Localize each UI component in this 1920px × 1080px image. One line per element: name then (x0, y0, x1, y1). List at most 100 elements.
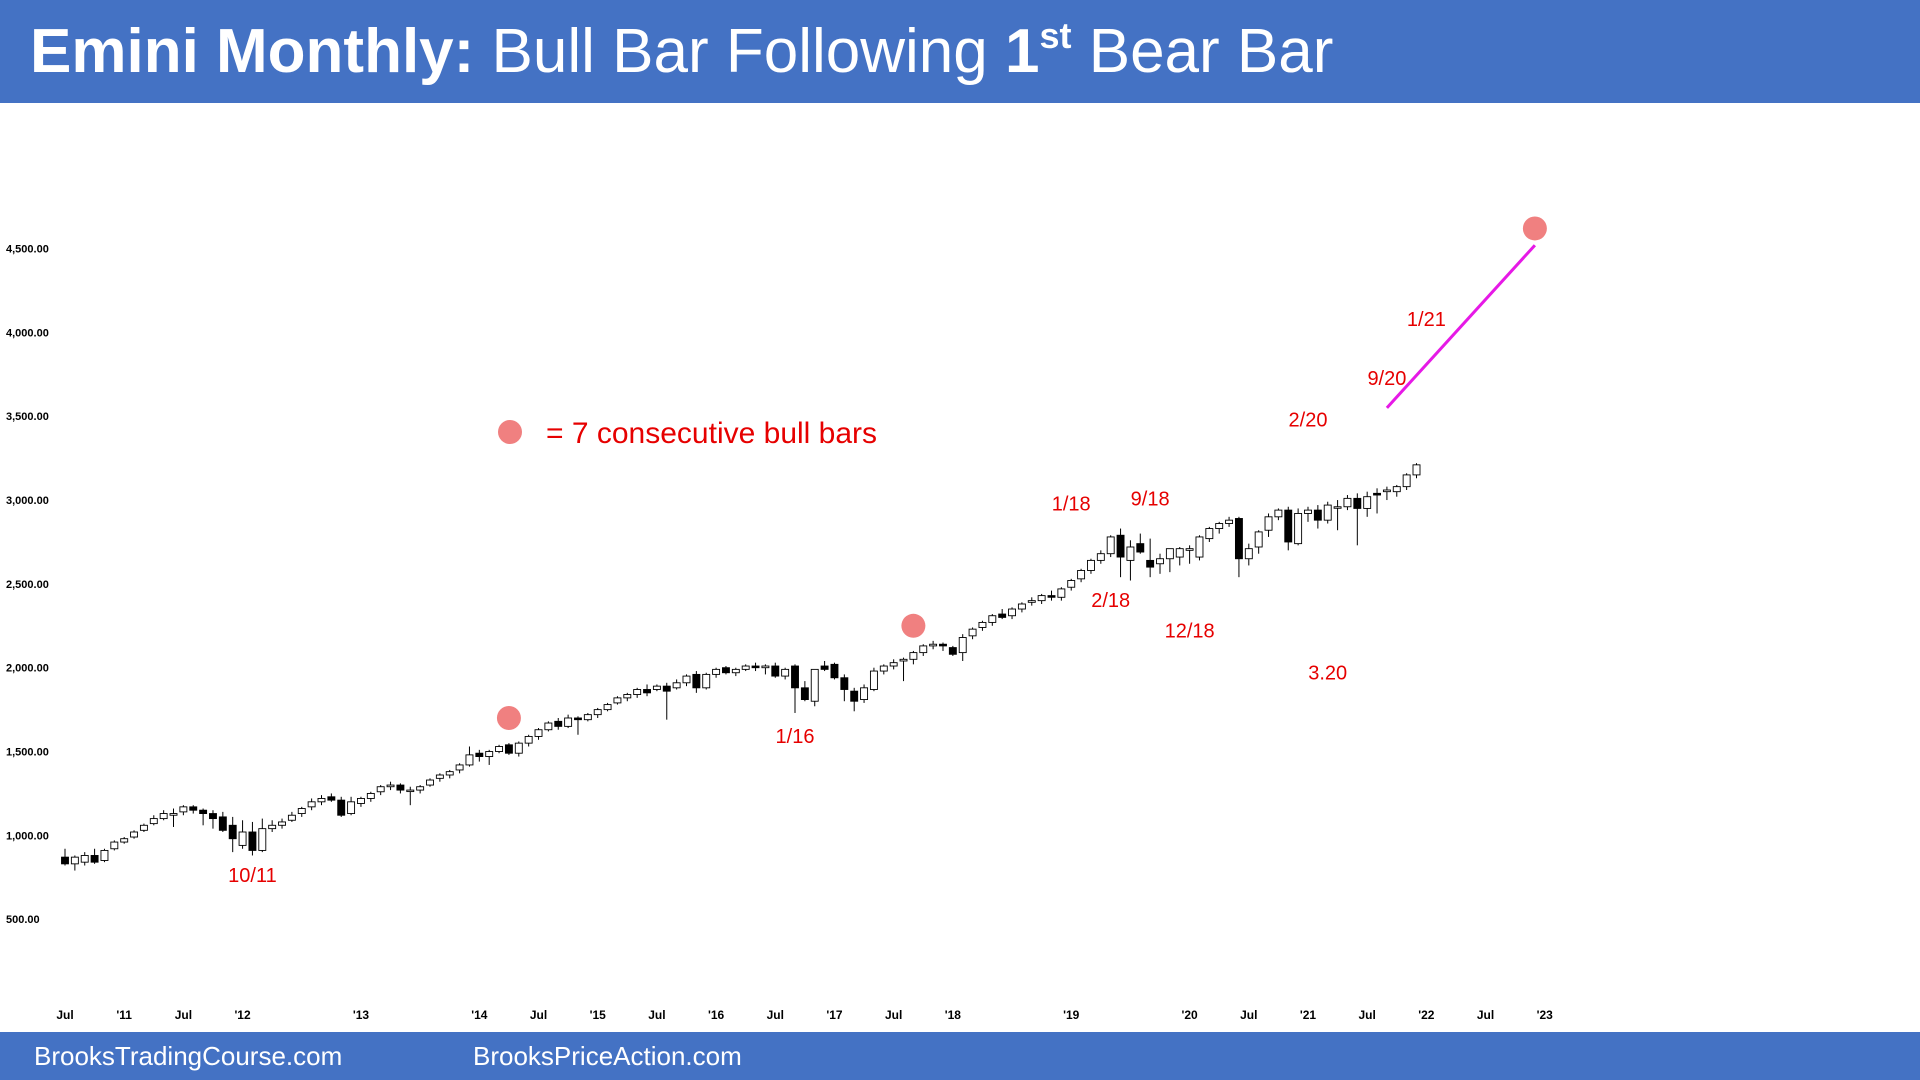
candle (337, 796, 346, 817)
candle (840, 674, 849, 702)
candle (278, 818, 286, 829)
candle (268, 820, 277, 832)
candle (297, 806, 306, 817)
candle (366, 791, 375, 802)
annotation-label: 9/20 (1367, 368, 1406, 390)
candle (544, 721, 553, 732)
bull-candle-body (958, 637, 967, 654)
candle (327, 793, 336, 802)
bear-candle-body (1047, 595, 1056, 598)
candlestick-chart: 500.00 1,000.00 1,500.00 2,000.00 2,500.00 3,… (6, 216, 1553, 1022)
trendline-layer (1385, 244, 1536, 409)
candle (1294, 508, 1303, 546)
bull-candle-body (1402, 474, 1411, 488)
title-part-2: Bear Bar (1088, 17, 1334, 86)
candle (1116, 528, 1125, 578)
candle (1156, 553, 1164, 574)
bull-candle-body (810, 668, 819, 702)
bull-candle-body (1333, 506, 1342, 509)
bull-candle-body (1264, 516, 1273, 531)
candle (1402, 473, 1411, 490)
bear-candle-body (396, 784, 405, 791)
candle (1274, 508, 1283, 521)
candle (1195, 535, 1204, 561)
bear-candle-body (199, 809, 208, 815)
bull-candle-body (100, 849, 109, 861)
bear-candle-body (800, 687, 809, 701)
candle (524, 734, 533, 747)
candle (61, 848, 69, 866)
x-tick-label: '23 (1537, 1008, 1554, 1022)
x-axis: Jul '11 Jul '12 '13 '14 Jul '15 Jul '16 Jul '17 Jul '… (56, 1008, 1553, 1022)
candle (1234, 516, 1243, 578)
bull-candle-body (307, 801, 316, 808)
bull-candle-body (781, 668, 790, 677)
candle (376, 785, 385, 796)
bull-candle-body (1096, 553, 1105, 561)
bear-candle-body (722, 667, 730, 674)
bull-candle-body (712, 668, 721, 675)
candle (100, 848, 109, 863)
bull-candle-body (258, 828, 267, 851)
bear-candle-body (771, 665, 780, 677)
y-tick-label: 4,000.00 (6, 327, 49, 339)
candle (652, 684, 661, 692)
bull-candle-body (1343, 497, 1352, 508)
y-tick-label: 2,500.00 (6, 579, 49, 591)
candle (130, 830, 139, 839)
candle (988, 614, 997, 626)
x-tick-label: Jul (175, 1008, 192, 1022)
candle (791, 664, 799, 713)
bear-candle-body (1136, 543, 1145, 553)
bull-candle-body (455, 764, 464, 771)
y-tick-label: 1,000.00 (6, 830, 49, 842)
candle (1047, 590, 1056, 601)
candle (120, 837, 129, 844)
bull-streak-marker (901, 613, 926, 638)
bull-candle-body (495, 746, 504, 752)
title-banner: Emini Monthly: Bull Bar Following 1st Be… (0, 0, 1920, 103)
bull-candle-body (179, 806, 188, 813)
candle (80, 852, 89, 866)
candle (771, 662, 780, 678)
bull-candle-body (988, 615, 997, 623)
candle (869, 667, 878, 692)
bull-candle-body (583, 714, 592, 721)
bear-candle-body (475, 752, 484, 758)
candle (1343, 495, 1352, 511)
candle (1087, 558, 1095, 574)
candle (1165, 548, 1174, 573)
bear-candle-body (939, 643, 947, 647)
y-tick-label: 500.00 (6, 914, 40, 926)
bull-candle-body (1067, 580, 1076, 588)
candle (1244, 543, 1253, 566)
candle (1215, 521, 1224, 534)
candle (1333, 500, 1342, 531)
candle (741, 664, 750, 672)
annotations-layer: 10/11 1/16 1/18 2/18 9/18 12/18 2/20 3.20 9/20 1/… (228, 309, 1446, 887)
trendline (1385, 244, 1536, 409)
candle (1323, 501, 1332, 524)
bull-candle-body (899, 658, 908, 662)
bull-candle-body (169, 813, 178, 816)
candle (613, 696, 622, 705)
bull-candle-body (633, 689, 642, 695)
bear-candle-body (574, 717, 582, 721)
candle (218, 811, 227, 832)
x-tick-label: '17 (826, 1008, 843, 1022)
candle (228, 816, 237, 853)
candle (623, 692, 632, 702)
candle (939, 642, 947, 651)
candle (179, 805, 188, 816)
bull-candle-body (139, 824, 148, 831)
bull-streak-marker (1522, 216, 1547, 241)
bull-candle-body (514, 742, 523, 754)
footer-right-text: BrooksPriceAction.com (473, 1041, 742, 1071)
candle (643, 684, 651, 697)
x-tick-label: '14 (471, 1008, 488, 1022)
candle (978, 620, 987, 631)
candle (1017, 602, 1026, 613)
candle (603, 702, 612, 712)
candle (149, 815, 158, 826)
x-tick-label: '16 (708, 1008, 725, 1022)
